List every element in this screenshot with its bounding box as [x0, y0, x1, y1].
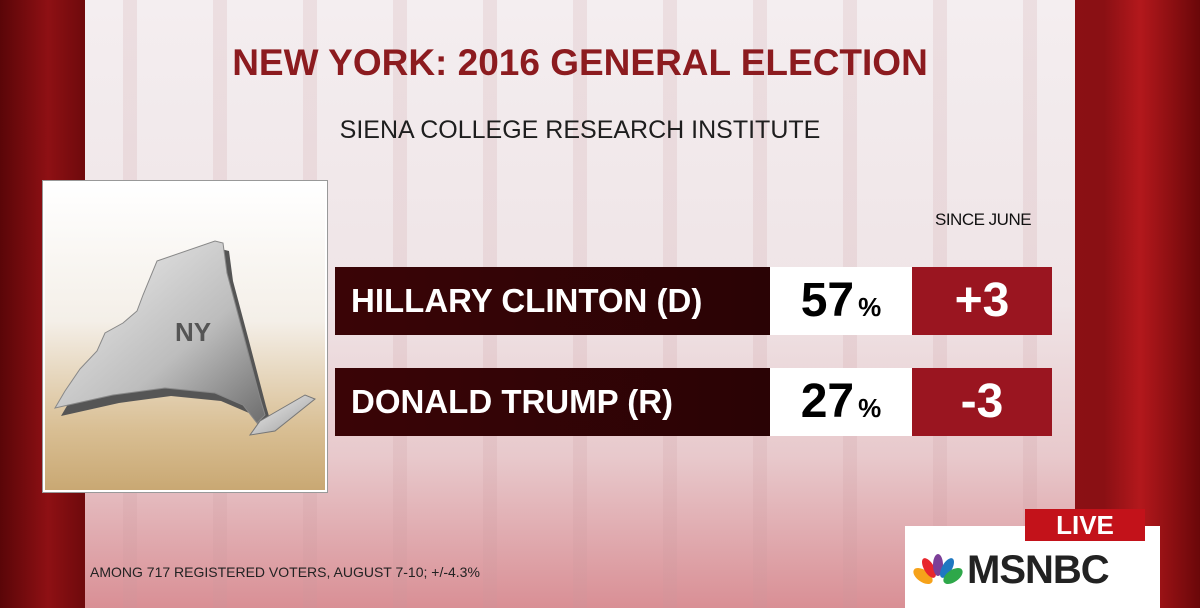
candidate-name: DONALD TRUMP (R): [335, 368, 770, 436]
map-shape: [53, 240, 266, 424]
network-name: MSNBC: [967, 548, 1110, 592]
change: -3: [912, 368, 1052, 436]
share: 27: [800, 375, 855, 428]
map-label: NY: [175, 317, 211, 347]
share: 57: [800, 274, 855, 327]
change: +3: [912, 267, 1052, 335]
title: NEW YORK: 2016 GENERAL ELECTION: [232, 42, 928, 83]
unit: %: [858, 292, 882, 322]
live-badge: LIVE: [1025, 509, 1145, 541]
footnote: AMONG 717 REGISTERED VOTERS, AUGUST 7-10…: [90, 564, 480, 580]
unit: %: [858, 393, 882, 423]
column-header: SINCE JUNE: [935, 210, 1032, 229]
long-island: [248, 394, 316, 436]
subtitle: SIENA COLLEGE RESEARCH INSTITUTE: [339, 116, 821, 144]
candidate-name: HILLARY CLINTON (D): [335, 267, 770, 335]
state-map: NY: [53, 240, 316, 436]
share-cell: 27%: [770, 368, 912, 436]
peacock: [913, 554, 963, 584]
share-cell: 57%: [770, 267, 912, 335]
map-box: NY: [43, 181, 327, 492]
